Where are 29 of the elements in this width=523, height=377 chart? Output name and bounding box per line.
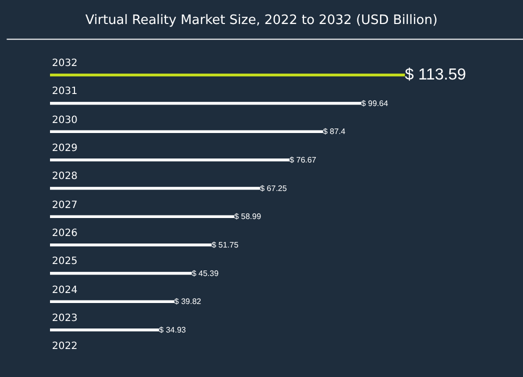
bar <box>50 328 160 332</box>
chart-title: Virtual Reality Market Size, 2022 to 2032 (USD Billion) <box>85 13 438 28</box>
bar <box>50 215 234 218</box>
bar <box>50 244 212 246</box>
data-label: $ 76.67 <box>290 155 317 164</box>
y-tick-label: 2030 <box>52 115 78 126</box>
data-label: $ 113.59 <box>404 66 466 84</box>
data-label: $ 67.25 <box>260 184 288 193</box>
bar <box>50 130 324 134</box>
bar <box>50 300 174 304</box>
y-tick-label: 2026 <box>52 228 78 239</box>
y-tick-label: 2029 <box>52 143 78 154</box>
y-tick-label: 2032 <box>52 58 78 69</box>
y-tick-label: 2024 <box>52 285 78 296</box>
data-label: $ 51.75 <box>212 240 239 250</box>
y-tick-label: 2031 <box>52 86 78 97</box>
bar <box>50 158 290 162</box>
y-tick-label: 2023 <box>52 313 78 324</box>
data-label: $ 99.64 <box>361 98 389 108</box>
data-label: $ 87.4 <box>323 127 346 136</box>
data-label: $ 34.93 <box>159 325 186 334</box>
data-label: $ 58.99 <box>234 212 262 222</box>
data-label: $ 45.39 <box>192 268 220 278</box>
y-tick-label: 2028 <box>52 171 78 182</box>
y-tick-label: 2025 <box>52 256 78 267</box>
data-label: $ 39.82 <box>174 297 202 306</box>
bar <box>50 74 405 76</box>
y-tick-label: 2022 <box>52 341 78 352</box>
y-tick-label: 2027 <box>52 200 78 211</box>
